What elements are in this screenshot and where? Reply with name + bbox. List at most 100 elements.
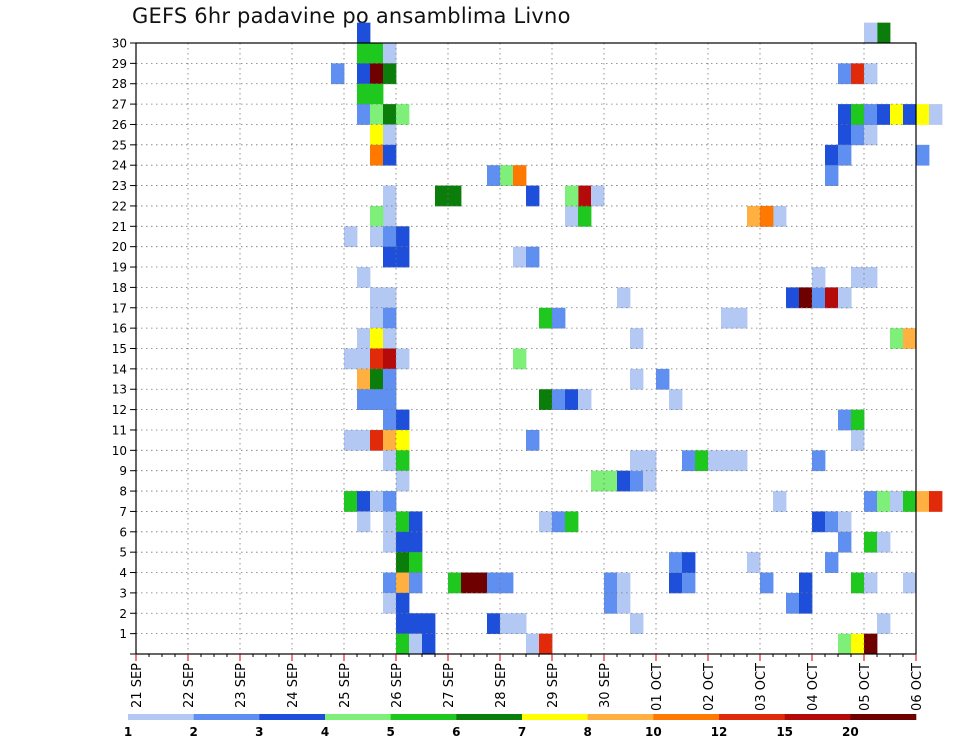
- heatmap-cell: [630, 328, 644, 349]
- heatmap-cell: [877, 491, 891, 512]
- heatmap-cell: [916, 144, 930, 166]
- heatmap-cell: [864, 491, 878, 512]
- heatmap-cell: [383, 491, 397, 512]
- x-tick-label: 25 SEP: [338, 663, 353, 708]
- heatmap-cell: [539, 511, 553, 533]
- heatmap-cell: [357, 368, 371, 390]
- x-tick-label: 29 SEP: [546, 663, 561, 708]
- heatmap-cell: [760, 205, 774, 227]
- heatmap-cell: [890, 328, 904, 349]
- heatmap-cell: [396, 409, 410, 431]
- heatmap-cell: [669, 552, 683, 573]
- x-tick-label: 04 OCT: [806, 663, 821, 711]
- legend-label: 6: [452, 725, 460, 739]
- heatmap-cell: [474, 572, 488, 594]
- heatmap-cell: [851, 104, 865, 125]
- heatmap-cell: [656, 368, 670, 390]
- heatmap-cell: [357, 389, 371, 410]
- heatmap-cell: [396, 633, 410, 655]
- x-tick-label: 24 SEP: [286, 663, 301, 708]
- x-tick-label: 02 OCT: [702, 663, 717, 711]
- heatmap-cell: [513, 348, 527, 370]
- heatmap-cell: [851, 633, 865, 655]
- heatmap-cell: [877, 613, 891, 635]
- x-tick-label: 27 SEP: [442, 663, 457, 708]
- heatmap-cell: [864, 22, 878, 44]
- y-tick-label: 11: [112, 423, 127, 437]
- y-tick-label: 19: [112, 261, 127, 275]
- y-tick-label: 13: [112, 383, 127, 397]
- heatmap-cell: [357, 83, 371, 105]
- heatmap-cell: [331, 63, 345, 85]
- legend-swatch: [325, 714, 391, 720]
- y-tick-label: 30: [112, 37, 127, 51]
- y-tick-label: 14: [112, 362, 127, 376]
- y-tick-label: 21: [112, 220, 127, 234]
- heatmap-cell: [864, 63, 878, 85]
- heatmap-cell: [448, 185, 462, 207]
- heatmap-cell: [812, 287, 826, 309]
- heatmap-cell: [513, 613, 527, 635]
- x-tick-label: 22 SEP: [182, 663, 197, 708]
- heatmap-cell: [383, 511, 397, 533]
- heatmap-cell: [370, 389, 384, 410]
- legend-label: 4: [321, 725, 329, 739]
- legend-label: 7: [518, 725, 526, 739]
- heatmap-cell: [396, 470, 410, 492]
- heatmap-cell: [383, 572, 397, 594]
- heatmap-cell: [682, 572, 696, 594]
- heatmap-cell: [357, 104, 371, 125]
- x-tick-label: 26 SEP: [390, 663, 405, 708]
- heatmap-cell: [396, 104, 410, 125]
- heatmap-cell: [617, 470, 631, 492]
- legend-label: 1: [124, 725, 132, 739]
- heatmap-cell: [838, 511, 852, 533]
- heatmap-cell: [604, 592, 618, 614]
- heatmap-cell: [396, 531, 410, 553]
- heatmap-cell: [526, 633, 540, 655]
- heatmap-cell: [734, 307, 748, 329]
- heatmap-cell: [864, 124, 878, 146]
- y-tick-label: 15: [112, 342, 127, 356]
- legend-swatch: [653, 714, 720, 720]
- heatmap-cell: [760, 572, 774, 594]
- heatmap-cell: [344, 348, 358, 370]
- heatmap-cell: [383, 287, 397, 309]
- heatmap-cell: [903, 491, 917, 512]
- legend-swatch: [193, 714, 260, 720]
- y-tick-label: 9: [119, 464, 127, 478]
- y-tick-label: 7: [119, 505, 127, 519]
- heatmap-cell: [552, 389, 566, 410]
- heatmap-cell: [526, 185, 540, 207]
- heatmap-cell: [825, 287, 839, 309]
- heatmap-cell: [409, 572, 423, 594]
- heatmap-cell: [721, 450, 735, 472]
- heatmap-cell: [370, 104, 384, 125]
- legend-label: 3: [255, 725, 263, 739]
- heatmap-cell: [734, 450, 748, 472]
- heatmap-cell: [825, 144, 839, 166]
- legend-swatch: [456, 714, 523, 720]
- heatmap-cell: [422, 633, 436, 655]
- y-tick-label: 3: [119, 586, 127, 600]
- y-tick-label: 6: [119, 525, 127, 539]
- legend-swatch: [522, 714, 588, 720]
- heatmap-cell: [747, 205, 761, 227]
- heatmap-cell: [617, 572, 631, 594]
- heatmap-cell: [838, 287, 852, 309]
- heatmap-cell: [370, 429, 384, 451]
- x-tick-label: 23 SEP: [234, 663, 249, 708]
- heatmap-cell: [370, 287, 384, 309]
- heatmap-cell: [851, 409, 865, 431]
- heatmap-cell: [630, 450, 644, 472]
- heatmap-cell: [396, 552, 410, 573]
- heatmap-cell: [409, 613, 423, 635]
- legend-swatch: [587, 714, 654, 720]
- heatmap-cell: [370, 491, 384, 512]
- heatmap-cell: [383, 104, 397, 125]
- heatmap-cell: [500, 165, 514, 186]
- legend-swatch: [719, 714, 785, 720]
- heatmap-cell: [916, 104, 930, 125]
- heatmap-cell: [396, 246, 410, 268]
